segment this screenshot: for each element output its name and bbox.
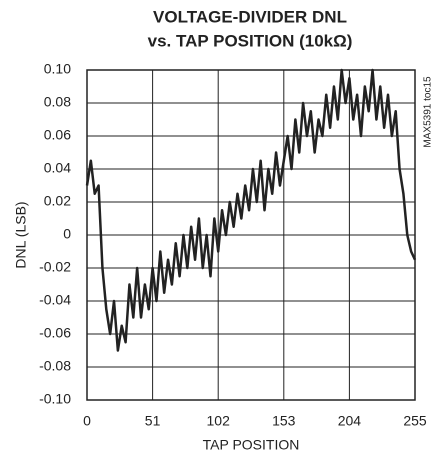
- data-line: [85, 68, 417, 352]
- y-tick-label: -0.06: [39, 325, 71, 341]
- x-tick-label: 51: [145, 413, 161, 429]
- x-tick-label: 204: [338, 413, 362, 429]
- y-tick-label: 0.02: [44, 193, 71, 209]
- y-tick-label: 0.06: [44, 127, 71, 143]
- y-tick-label: -0.10: [39, 391, 71, 407]
- y-axis-label: DNL (LSB): [13, 201, 29, 268]
- x-tick-label: 0: [83, 413, 91, 429]
- y-tick-label: -0.08: [39, 358, 71, 374]
- y-tick-label: -0.02: [39, 259, 71, 275]
- x-tick-label: 255: [403, 413, 427, 429]
- figure-id: MAX5391 toc15: [423, 76, 434, 148]
- chart-title: VOLTAGE-DIVIDER DNL: [153, 7, 347, 26]
- x-tick-label: 153: [272, 413, 296, 429]
- y-tick-label: -0.04: [39, 292, 71, 308]
- x-tick-label: 102: [207, 413, 231, 429]
- y-tick-label: 0.04: [44, 160, 71, 176]
- plot-frame: [86, 69, 416, 401]
- y-tick-label: 0.10: [44, 61, 71, 77]
- chart-subtitle: vs. TAP POSITION (10kΩ): [148, 31, 353, 50]
- y-tick-label: 0: [63, 226, 71, 242]
- x-axis-label: TAP POSITION: [203, 437, 300, 453]
- y-tick-label: 0.08: [44, 94, 71, 110]
